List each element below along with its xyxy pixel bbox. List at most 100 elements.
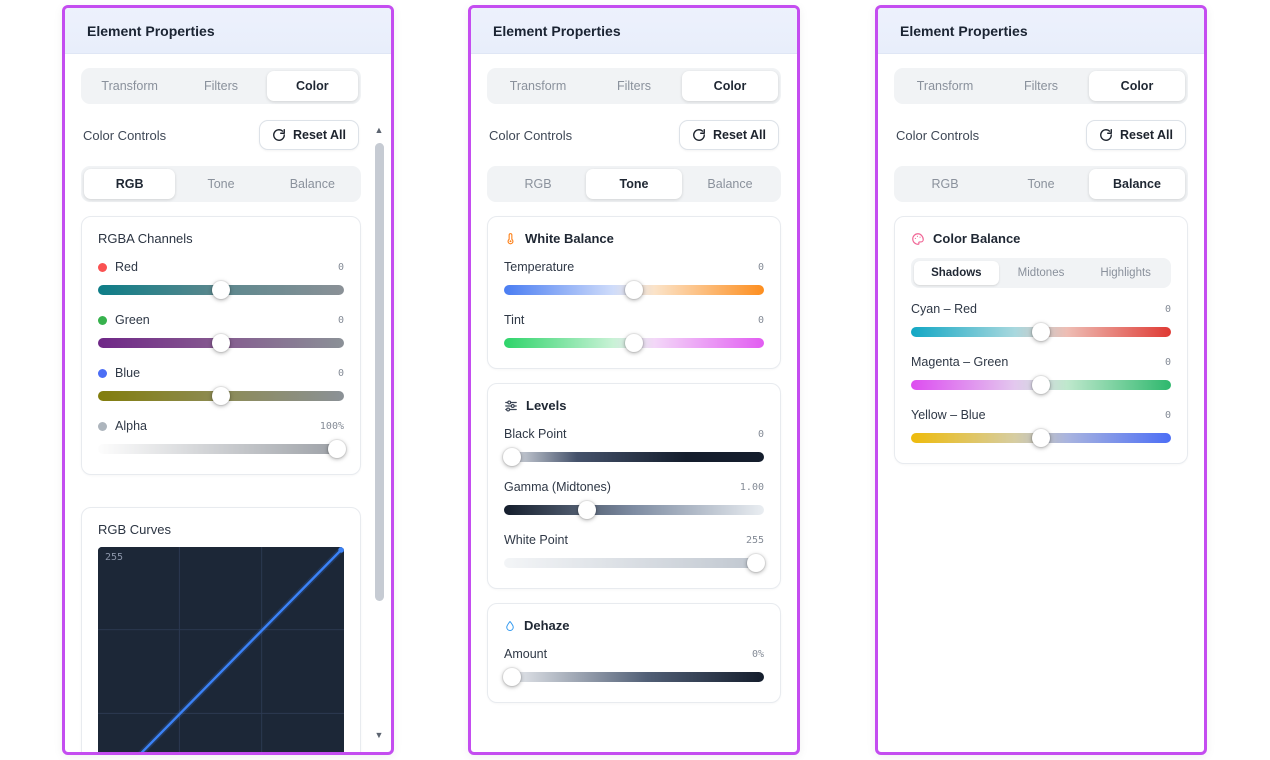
color-controls-row: Color Controls Reset All [83,120,359,150]
card-title: Levels [526,398,567,413]
slider-thumb[interactable] [578,501,597,519]
cyan-red-slider[interactable] [911,323,1171,341]
panel-title: Element Properties [900,22,1028,39]
blue-slider[interactable] [98,387,344,405]
scrollbar[interactable]: ▲ ▼ [371,123,387,742]
slider-thumb[interactable] [212,281,230,299]
green-channel-dot [98,315,107,325]
subtab-rgb[interactable]: RGB [84,169,176,199]
black-point-slider[interactable] [502,448,764,466]
white-point-slider[interactable] [504,554,766,572]
slider-thumb[interactable] [212,387,230,405]
tab-transform[interactable]: Transform [490,71,586,101]
gamma-row: Gamma (Midtones) 1.00 [504,480,764,519]
slider-value: 100% [319,420,344,432]
subtab-rgb[interactable]: RGB [897,169,993,199]
color-balance-card: Color Balance Shadows Midtones Highlight… [894,216,1188,464]
slider-thumb[interactable] [502,448,521,466]
slider-thumb[interactable] [1032,323,1050,341]
temperature-slider[interactable] [504,281,764,299]
reset-label: Reset All [1119,128,1173,142]
rgb-curves-chart[interactable]: 255 [98,547,344,755]
levels-icon [504,399,518,413]
slider-track[interactable] [504,672,764,682]
tab-color[interactable]: Color [682,71,778,101]
slider-value: 0% [751,648,764,660]
slider-label: Black Point [504,427,567,441]
color-controls-label: Color Controls [489,127,573,143]
card-title: White Balance [525,231,614,246]
subtab-balance[interactable]: Balance [1089,169,1185,199]
magenta-green-slider[interactable] [911,376,1171,394]
tab-filters[interactable]: Filters [175,71,266,101]
reset-all-button[interactable]: Reset All [678,120,779,150]
subtab-tone[interactable]: Tone [993,169,1089,199]
slider-track[interactable] [504,558,764,568]
slider-value: 0 [757,428,764,440]
tint-slider[interactable] [504,334,764,352]
red-slider[interactable] [98,281,344,299]
reset-label: Reset All [712,128,766,142]
panel-title: Element Properties [87,22,215,39]
subtab-tone[interactable]: Tone [586,169,682,199]
slider-track[interactable] [98,444,344,454]
blue-channel-dot [98,368,107,378]
slider-track[interactable] [504,452,764,462]
subtab-highlights[interactable]: Highlights [1083,261,1168,285]
subtab-rgb[interactable]: RGB [490,169,586,199]
slider-thumb[interactable] [1032,376,1050,394]
slider-value: 0 [337,261,344,273]
blue-channel-row: Blue 0 [98,366,344,405]
dehaze-amount-slider[interactable] [502,668,764,686]
reset-all-button[interactable]: Reset All [258,120,359,150]
tab-color[interactable]: Color [266,71,358,101]
slider-track[interactable] [504,505,764,515]
palette-icon [911,232,925,246]
tint-row: Tint 0 [504,313,764,352]
slider-thumb[interactable] [212,334,230,352]
element-properties-panel-rgb: Element Properties Transform Filters Col… [62,5,394,755]
slider-thumb[interactable] [747,554,766,572]
slider-thumb[interactable] [327,440,346,458]
green-slider[interactable] [98,334,344,352]
tab-color[interactable]: Color [1089,71,1185,101]
properties-tabbar: Transform Filters Color [81,68,361,104]
slider-label: Temperature [504,260,575,274]
curve-max-label: 255 [105,552,124,563]
dehaze-card: Dehaze Amount 0% [487,603,781,703]
gamma-slider[interactable] [504,501,764,519]
slider-label: Green [115,313,150,327]
yellow-blue-slider[interactable] [911,429,1171,447]
tab-transform[interactable]: Transform [84,71,175,101]
reset-all-button[interactable]: Reset All [1085,120,1186,150]
curves-plot[interactable] [98,547,344,755]
properties-tabbar: Transform Filters Color [894,68,1188,104]
tab-filters[interactable]: Filters [586,71,682,101]
slider-label: Yellow – Blue [911,408,986,422]
reset-icon [272,128,286,142]
subtab-balance[interactable]: Balance [267,169,358,199]
slider-thumb[interactable] [625,281,643,299]
color-mode-tabbar: RGB Tone Balance [81,166,361,202]
tab-transform[interactable]: Transform [897,71,993,101]
subtab-midtones[interactable]: Midtones [999,261,1084,285]
element-properties-panel-tone: Element Properties Transform Filters Col… [468,5,800,755]
scroll-up-icon[interactable]: ▲ [374,125,384,135]
slider-label: Red [115,260,138,274]
rgba-channels-card: RGBA Channels Red 0 [81,216,361,475]
subtab-tone[interactable]: Tone [175,169,266,199]
panel-header: Element Properties [878,8,1204,54]
slider-thumb[interactable] [625,334,643,352]
alpha-slider[interactable] [98,440,346,458]
scroll-down-icon[interactable]: ▼ [374,730,384,740]
subtab-balance[interactable]: Balance [682,169,778,199]
scroll-thumb[interactable] [374,143,384,601]
slider-thumb[interactable] [1032,429,1050,447]
card-title: Color Balance [933,231,1021,246]
slider-label: Tint [504,313,525,327]
subtab-shadows[interactable]: Shadows [914,261,999,285]
tab-filters[interactable]: Filters [993,71,1089,101]
yellow-blue-row: Yellow – Blue 0 [911,408,1171,447]
slider-thumb[interactable] [502,668,521,686]
color-controls-label: Color Controls [83,127,167,143]
